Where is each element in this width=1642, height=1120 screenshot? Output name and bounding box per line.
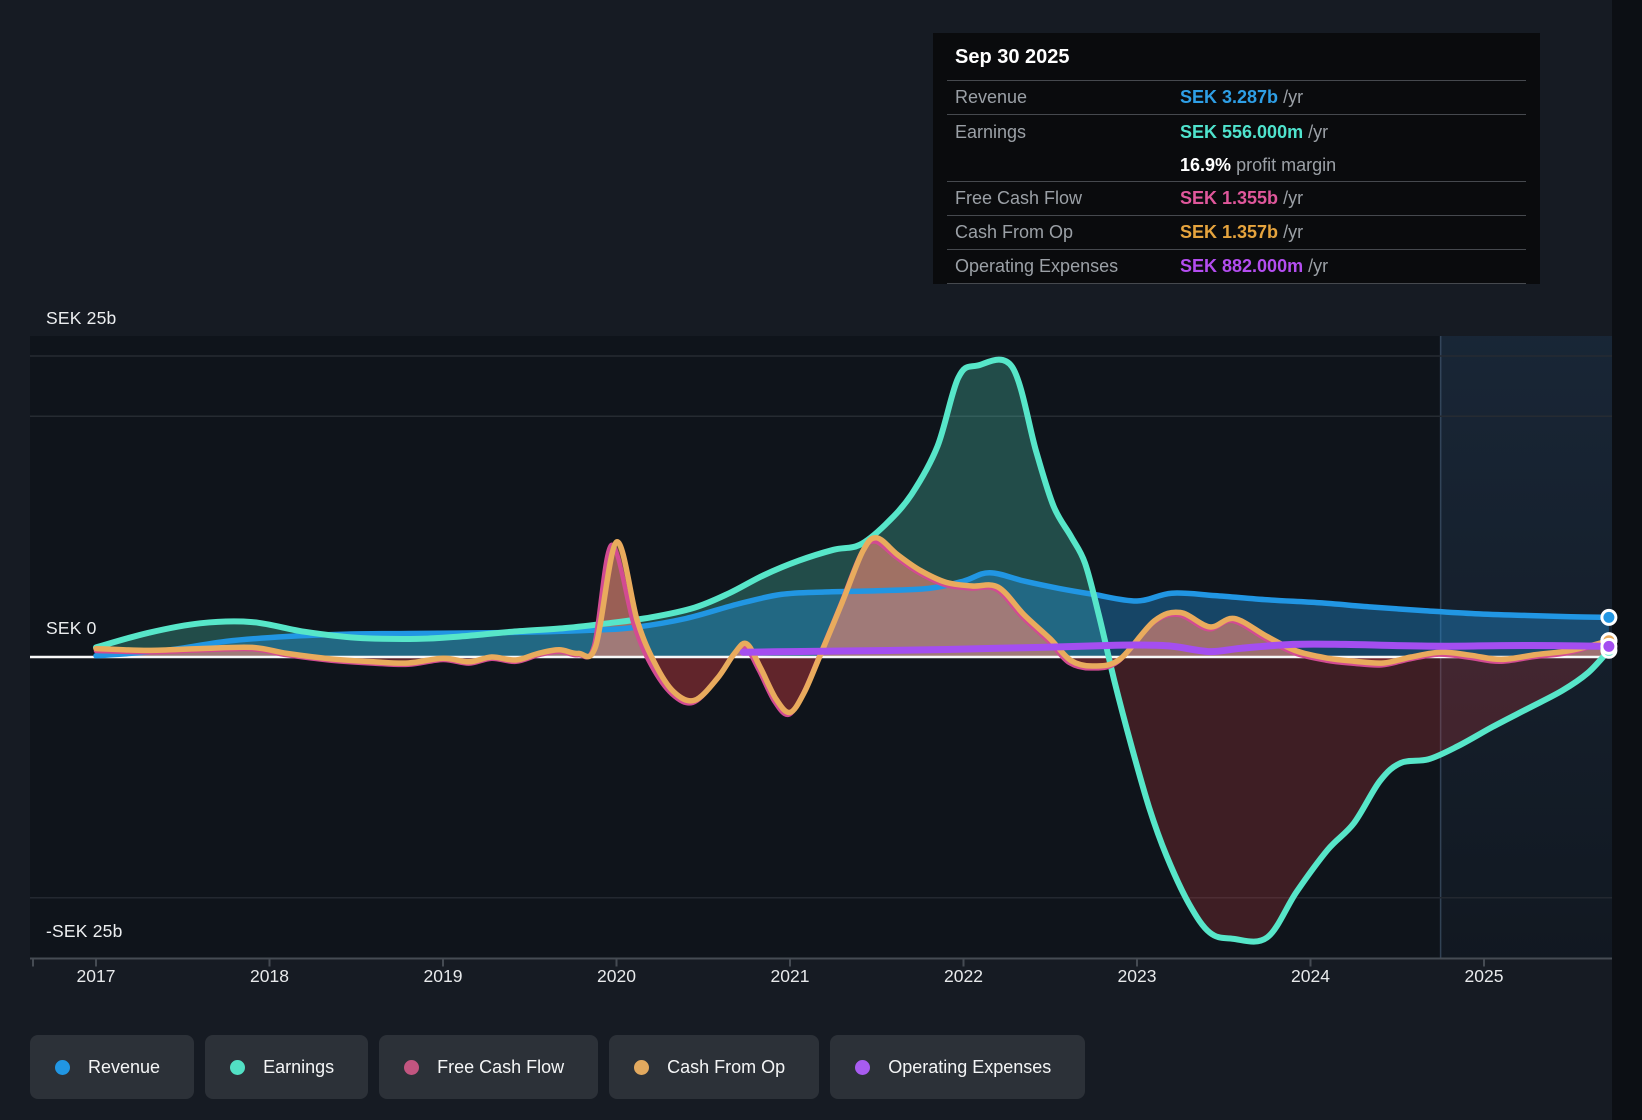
tooltip-row-earnings: Earnings SEK 556.000m /yr <box>955 121 1329 142</box>
earnings-value: SEK 556.000m <box>1180 121 1304 142</box>
x-axis-label: 2022 <box>944 966 983 986</box>
tooltip-date: Sep 30 2025 <box>947 33 1526 81</box>
x-axis-label: 2024 <box>1291 966 1330 986</box>
x-axis-label: 2021 <box>770 966 810 986</box>
tooltip-row-profit-margin: 16.9% profit margin <box>947 149 1526 182</box>
y-axis-label-25b: SEK 25b <box>46 308 117 328</box>
operating-expenses-dot-icon <box>855 1059 871 1075</box>
x-axis-label: 2020 <box>597 966 636 986</box>
series-fill-cashop <box>96 537 1609 657</box>
x-axis-label: 2023 <box>1117 966 1157 986</box>
series-line-earnings <box>93 356 1612 945</box>
right-edge-column <box>1612 0 1642 1120</box>
revenue-value: SEK 3.287b <box>1180 87 1279 107</box>
x-axis-label: 2018 <box>250 966 289 986</box>
free-cash-flow-value: SEK 1.355b <box>1180 188 1279 208</box>
series-endpoint-revenue <box>1600 608 1618 626</box>
chart-tooltip: Sep 30 2025 Revenue SEK 3.287b /yr Earni… <box>933 33 1540 284</box>
x-axis-label: 2017 <box>76 966 116 986</box>
tooltip-row-operating-expenses: Operating Expenses SEK 882.000m /yr <box>947 250 1526 284</box>
operating-expenses-value: SEK 882.000m <box>1180 256 1304 276</box>
series-line-opex <box>739 640 1613 656</box>
legend-item-operating-expenses[interactable]: Operating Expenses <box>830 1035 1086 1099</box>
free-cash-flow-dot-icon <box>404 1059 420 1075</box>
series-endpoint-opex <box>1600 637 1618 655</box>
legend-item-earnings[interactable]: Earnings <box>205 1035 369 1099</box>
x-axis-label: 2019 <box>423 966 463 986</box>
y-axis-label-neg25b: -SEK 25b <box>46 921 123 941</box>
profit-margin-value: 16.9% <box>1180 154 1232 175</box>
revenue-dot-icon <box>55 1059 70 1075</box>
y-axis-label-zero: SEK 0 <box>46 618 97 638</box>
legend-item-cash-from-op[interactable]: Cash From Op <box>609 1035 820 1099</box>
legend-item-revenue[interactable]: Revenue <box>30 1035 195 1099</box>
series-fill-fcf <box>96 541 1609 657</box>
earnings-dot-icon <box>230 1059 246 1075</box>
tooltip-row-cash-from-op: Cash From Op SEK 1.357b /yr <box>947 216 1526 250</box>
tooltip-row-revenue: Revenue SEK 3.287b /yr <box>947 81 1526 115</box>
series-fill-earnings <box>96 359 1609 657</box>
tooltip-row-free-cash-flow: Free Cash Flow SEK 1.355b /yr <box>947 182 1526 216</box>
x-axis-label: 2025 <box>1464 966 1504 986</box>
chart-legend: Revenue Earnings Free Cash Flow Cash Fro… <box>30 1035 1086 1099</box>
series-fill-neg-earnings <box>96 657 1609 942</box>
cash-from-op-value: SEK 1.357b <box>1180 222 1279 242</box>
series-line-revenue <box>93 569 1612 659</box>
legend-item-free-cash-flow[interactable]: Free Cash Flow <box>379 1035 599 1099</box>
cash-from-op-dot-icon <box>634 1059 650 1075</box>
